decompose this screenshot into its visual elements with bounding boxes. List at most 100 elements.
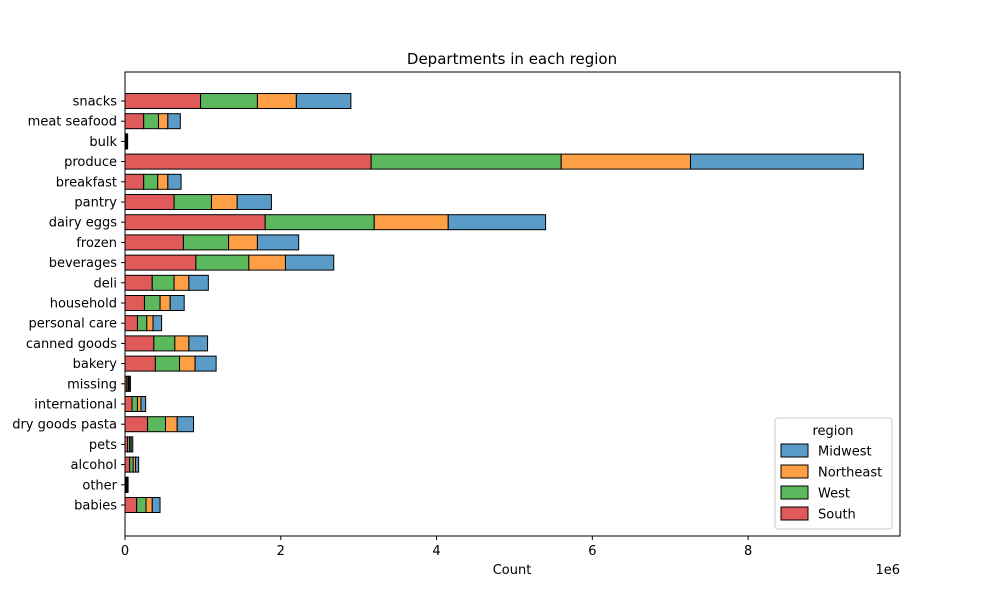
bar-pets-midwest (130, 436, 134, 453)
bar-personal-care-west (136, 315, 148, 332)
x-tick-label: 2 (277, 544, 285, 559)
bar-meat-seafood-west (143, 113, 159, 130)
y-tick-label-babies: babies (74, 499, 117, 514)
bar-household-south (124, 295, 145, 311)
bar-pantry-northeast (210, 194, 238, 210)
y-tick-label-dry-goods-pasta: dry goods pasta (12, 418, 117, 433)
bar-produce-northeast (560, 153, 691, 170)
bar-deli-south (124, 274, 153, 291)
legend-swatch-midwest (780, 443, 809, 458)
bar-missing-midwest (128, 375, 131, 392)
bar-beverages-northeast (248, 254, 286, 271)
y-axis-ticks: snacks meat seafood bulk produce breakfast pa… (12, 95, 125, 514)
bar-international-midwest (140, 396, 147, 412)
y-tick-label-produce: produce (64, 155, 117, 170)
bar-household-midwest (169, 295, 185, 311)
bar-bakery-northeast (179, 355, 196, 372)
bar-babies-south (124, 497, 138, 513)
x-tick-label: 4 (432, 544, 440, 559)
bar-breakfast-south (124, 173, 145, 190)
legend-label-west: West (818, 487, 850, 502)
bar-personal-care-midwest (152, 315, 163, 332)
bar-meat-seafood-northeast (157, 113, 169, 130)
bar-canned-goods-west (153, 335, 176, 352)
x-axis-title: Count (493, 563, 532, 578)
bar-dry-goods-pasta-northeast (165, 416, 178, 433)
bar-canned-goods-northeast (174, 335, 190, 352)
legend-label-northeast: Northeast (818, 466, 882, 481)
y-tick-label-beverages: beverages (49, 256, 118, 271)
y-tick-label-bulk: bulk (89, 135, 117, 150)
bar-beverages-south (124, 254, 197, 271)
bar-bulk-midwest (126, 133, 129, 150)
legend-swatch-south (780, 506, 809, 521)
bar-deli-west (151, 274, 175, 291)
bar-personal-care-south (124, 315, 138, 332)
y-tick-label-personal-care: personal care (29, 317, 117, 332)
bar-babies-west (136, 497, 147, 513)
bar-bakery-south (124, 355, 156, 372)
bar-alcohol-west (129, 456, 134, 473)
y-tick-label-meat-seafood: meat seafood (28, 115, 117, 130)
y-tick-label-international: international (34, 398, 117, 413)
y-tick-label-breakfast: breakfast (56, 175, 117, 190)
bar-international-northeast (136, 396, 142, 412)
bar-international-west (131, 396, 138, 412)
bar-canned-goods-midwest (188, 335, 209, 352)
y-tick-label-alcohol: alcohol (71, 458, 117, 473)
legend-title: region (812, 424, 853, 439)
x-axis-ticks: 0 2 4 6 8 (121, 536, 752, 559)
bar-snacks-midwest (295, 93, 352, 109)
bar-meat-seafood-midwest (167, 113, 181, 130)
y-tick-label-pets: pets (89, 438, 117, 453)
bar-dairy-eggs-midwest (447, 214, 547, 231)
chart-title: Departments in each region (407, 50, 617, 68)
bar-dairy-eggs-northeast (373, 214, 449, 231)
bar-beverages-midwest (284, 254, 335, 271)
legend-swatch-west (780, 485, 809, 500)
bar-snacks-west (200, 93, 258, 109)
y-tick-label-pantry: pantry (74, 196, 117, 211)
y-tick-label-snacks: snacks (73, 95, 118, 110)
bar-babies-northeast (145, 497, 153, 513)
bar-snacks-northeast (256, 93, 297, 109)
y-tick-label-household: household (50, 297, 117, 312)
x-axis-scale-label: 1e6 (875, 563, 900, 578)
bar-snacks-south (124, 93, 202, 109)
bar-deli-midwest (188, 274, 209, 291)
bar-produce-midwest (689, 153, 864, 170)
bar-frozen-south (124, 234, 184, 251)
bar-pantry-west (173, 194, 212, 210)
bar-meat-seafood-south (124, 113, 145, 130)
x-tick-label: 6 (588, 544, 596, 559)
bar-produce-west (370, 153, 562, 170)
bar-personal-care-northeast (146, 315, 154, 332)
legend: region Midwest Northeast West South (774, 417, 893, 530)
bar-household-west (143, 295, 161, 311)
bar-frozen-west (182, 234, 230, 251)
y-tick-label-other: other (82, 478, 117, 493)
bar-breakfast-midwest (167, 173, 182, 190)
bar-dairy-eggs-south (124, 214, 266, 231)
x-tick-label: 8 (744, 544, 752, 559)
bar-pantry-midwest (236, 194, 272, 210)
plot-frame (124, 71, 901, 537)
bar-alcohol-south (124, 456, 131, 473)
bar-produce-south (124, 153, 372, 170)
bar-alcohol-midwest (135, 456, 140, 473)
bar-frozen-midwest (256, 234, 300, 251)
bar-dry-goods-pasta-south (124, 416, 149, 433)
legend-label-midwest: Midwest (818, 445, 872, 460)
bar-dairy-eggs-west (264, 214, 375, 231)
bar-breakfast-west (143, 173, 159, 190)
y-tick-label-bakery: bakery (73, 357, 118, 372)
bar-dry-goods-pasta-midwest (176, 416, 195, 433)
y-tick-label-missing: missing (67, 377, 117, 392)
bar-frozen-northeast (228, 234, 258, 251)
bar-bakery-west (154, 355, 181, 372)
y-tick-label-dairy-eggs: dairy eggs (49, 216, 118, 231)
bar-international-south (124, 396, 133, 412)
bar-babies-midwest (151, 497, 161, 513)
